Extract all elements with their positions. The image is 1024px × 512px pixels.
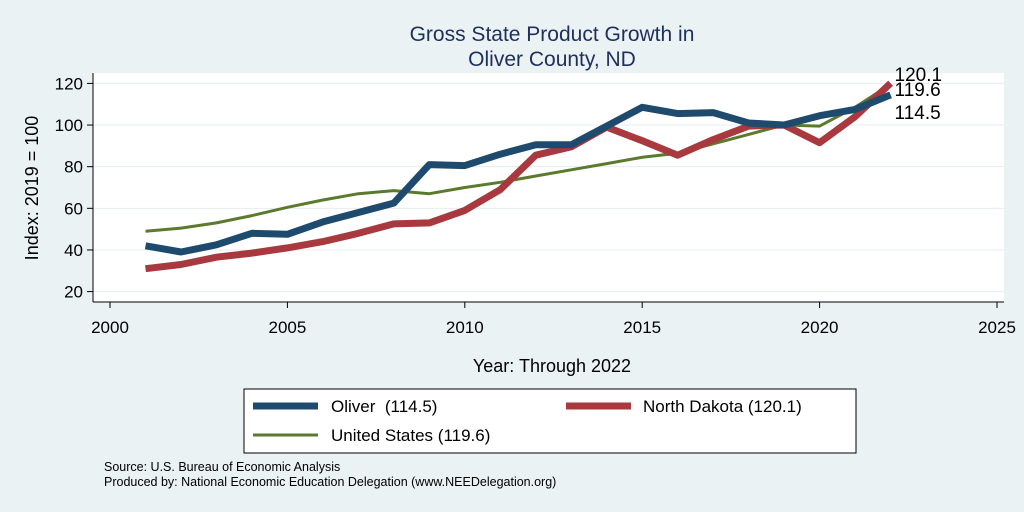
series-layer <box>144 80 894 273</box>
produced-by-note: Produced by: National Economic Education… <box>104 475 556 489</box>
end-label-north-dakota: 120.1 <box>895 65 943 86</box>
y-tick-label-60: 60 <box>64 199 83 218</box>
y-tick-label-80: 80 <box>64 158 83 177</box>
x-tick-label-2000: 2000 <box>91 318 129 337</box>
y-tick-label-20: 20 <box>64 283 83 302</box>
chart-subtitle: Oliver County, ND <box>468 48 636 71</box>
y-tick-label-120: 120 <box>55 74 83 93</box>
legend-label-oliver: Oliver (114.5) <box>331 397 437 416</box>
gridlines <box>93 82 1004 293</box>
y-axis-ticks: 20 40 60 80 100 120 <box>55 74 93 302</box>
end-label-united-states: 119.6 <box>895 80 941 101</box>
source-note: Source: U.S. Bureau of Economic Analysis <box>104 460 340 474</box>
y-axis-title: Index: 2019 = 100 <box>22 116 42 261</box>
y-tick-label-100: 100 <box>55 116 83 135</box>
y-tick-label-40: 40 <box>64 241 83 260</box>
end-label-oliver: 114.5 <box>895 103 941 124</box>
x-tick-label-2010: 2010 <box>446 318 484 337</box>
x-axis-title: Year: Through 2022 <box>473 356 631 376</box>
chart-title: Gross State Product Growth in <box>410 23 695 46</box>
legend-label-north-dakota: North Dakota (120.1) <box>643 397 802 416</box>
legend-box <box>243 388 857 454</box>
x-axis-ticks: 2000 2005 2010 2015 2020 2025 <box>91 302 1016 337</box>
series-line-oliver <box>144 91 892 256</box>
x-tick-label-2015: 2015 <box>623 318 661 337</box>
series-line-united-states <box>145 82 892 233</box>
x-tick-label-2005: 2005 <box>268 318 306 337</box>
x-tick-label-2025: 2025 <box>978 318 1016 337</box>
legend: Oliver (114.5) North Dakota (120.1) Unit… <box>243 388 857 454</box>
x-tick-label-2020: 2020 <box>801 318 839 337</box>
legend-label-united-states: United States (119.6) <box>331 426 490 445</box>
